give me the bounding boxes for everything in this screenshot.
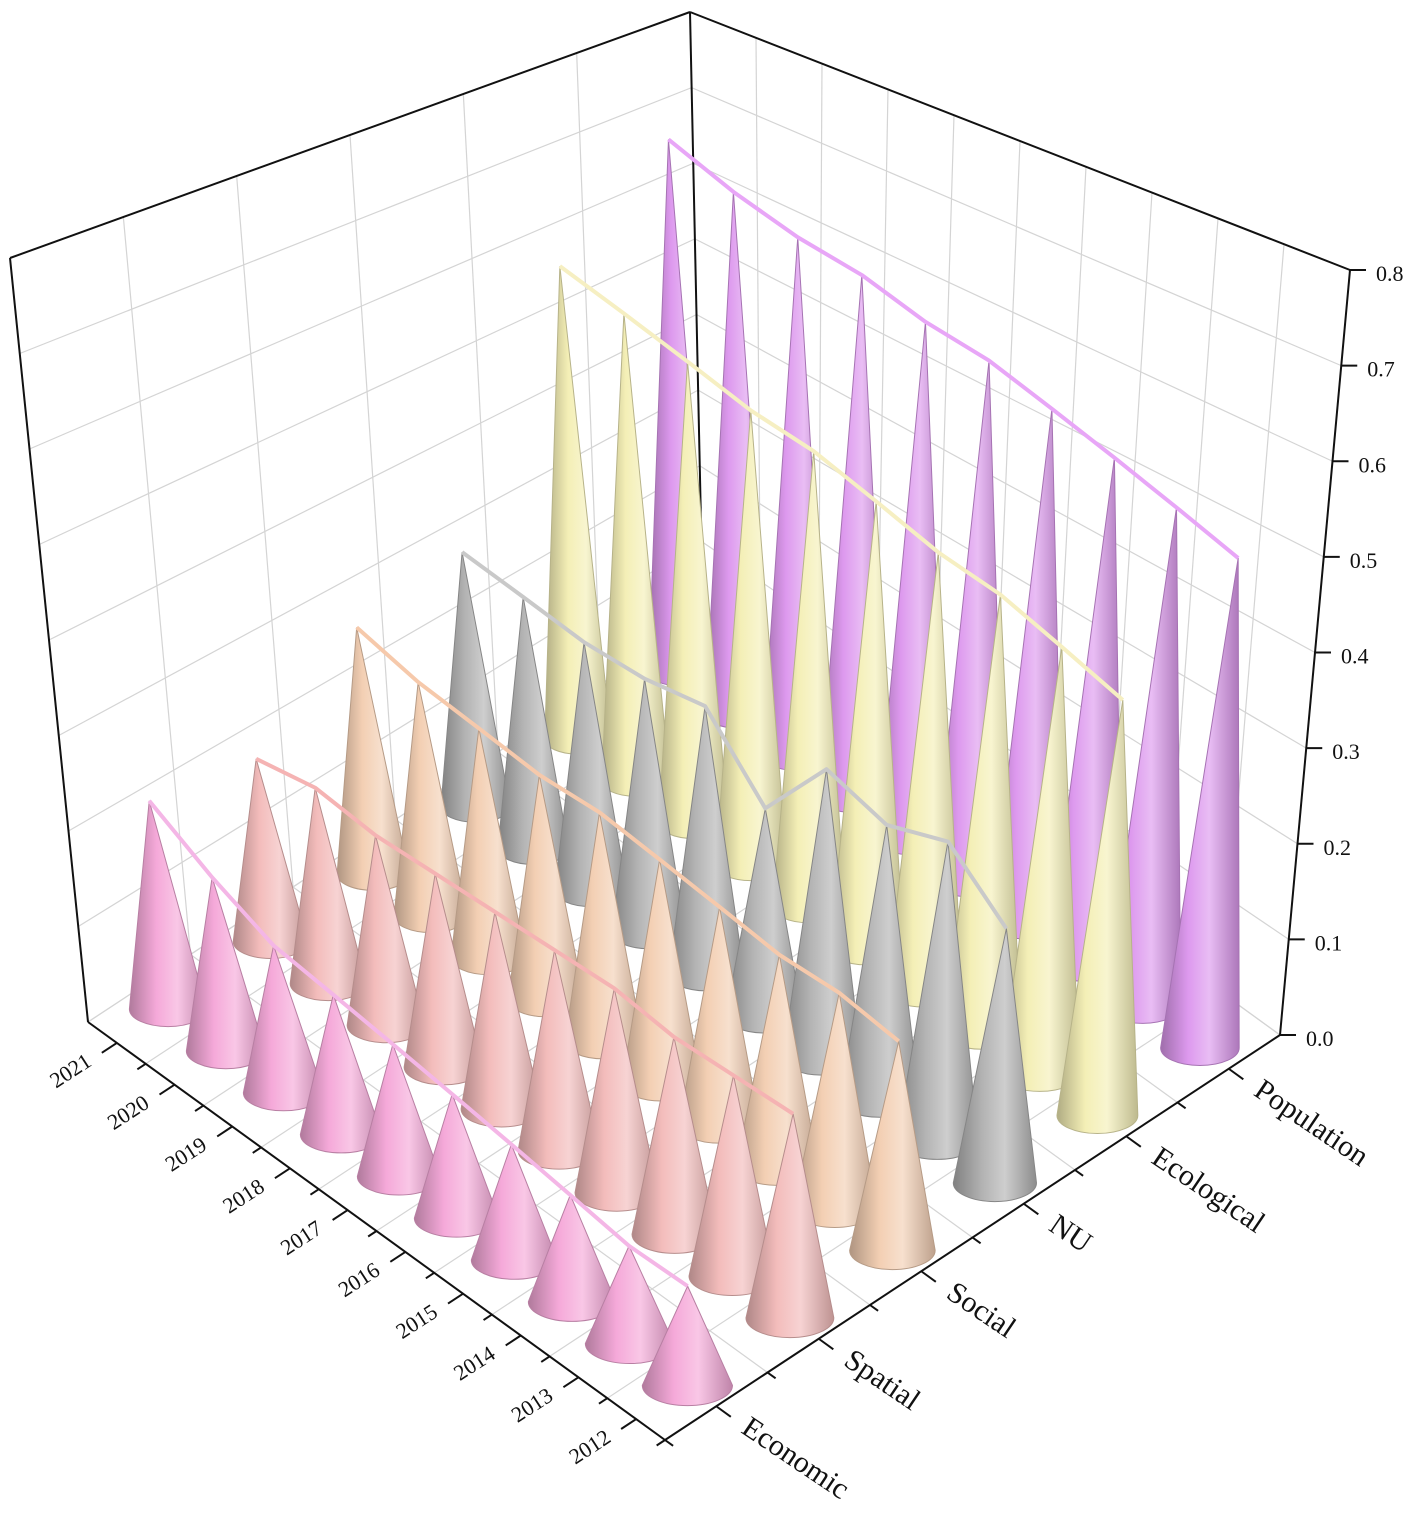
x-minor-tick [656,1439,666,1447]
series-tick [1023,1202,1039,1216]
x-tick-label: 2013 [507,1382,558,1427]
x-minor-tick [425,1271,435,1280]
series-tick [1125,1135,1142,1148]
box-edge [9,11,691,259]
grid-line [58,389,699,737]
z-tick-label: 0.0 [1306,1026,1334,1051]
z-tick-label: 0.7 [1367,357,1395,382]
z-tick-label: 0.4 [1341,644,1369,669]
x-tick [332,1209,349,1221]
x-minor-tick [367,1230,378,1238]
series-minor-tick [971,1236,982,1245]
x-tick-label: 2012 [564,1424,615,1469]
x-tick [620,1418,637,1430]
cone [952,928,1037,1202]
cone [1160,557,1240,1066]
z-tick-label: 0.1 [1315,930,1343,955]
x-tick-label: 2017 [276,1215,327,1260]
x-minor-tick [136,1062,147,1071]
x-tick [101,1042,118,1054]
cone [745,1113,835,1339]
z-tick-label: 0.5 [1350,548,1378,573]
series-label: Ecological [1146,1140,1271,1239]
x-minor-tick [252,1146,262,1154]
series-label: Population [1249,1073,1375,1173]
cone [641,1284,733,1407]
x-tick [274,1167,291,1180]
x-minor-tick [482,1313,493,1321]
x-tick-label: 2019 [160,1132,211,1177]
cone [849,1041,936,1271]
grid-line [38,238,696,546]
cone [1056,699,1139,1134]
box-edge [689,11,1351,271]
x-tick-label: 2014 [449,1341,500,1386]
series-line [460,550,1009,930]
box-edge [9,257,89,1023]
series-line [667,137,1240,560]
x-tick-label: 2021 [45,1048,96,1093]
series-tick [1228,1067,1244,1081]
z-tick-label: 0.8 [1376,261,1404,286]
x-minor-tick [309,1188,320,1196]
x-tick-label: 2016 [334,1257,385,1302]
x-tick [389,1251,406,1263]
series-tick [715,1405,732,1418]
x-tick-label: 2015 [391,1299,442,1344]
series-tick [818,1337,834,1351]
series-line [355,625,900,1043]
series-minor-tick [1176,1101,1187,1110]
grid-line [19,87,692,355]
x-minor-tick [540,1355,551,1363]
series-label: NU [1044,1208,1099,1260]
series-tick [920,1270,937,1283]
grid-line [77,540,702,928]
grid-line [692,162,1333,462]
z-tick-label: 0.6 [1359,452,1387,477]
x-tick [216,1125,233,1138]
x-tick [158,1083,176,1096]
series-minor-tick [664,1439,674,1447]
x-minor-tick [194,1104,204,1112]
grid-line [691,87,1342,367]
grid-line [29,162,694,450]
x-tick [505,1334,522,1347]
series-minor-tick [1074,1169,1084,1177]
x-tick-label: 2020 [103,1090,154,1135]
grid-line [68,465,701,832]
x-minor-tick [598,1397,608,1405]
series-minor-tick [869,1304,879,1312]
series-line [558,264,1125,702]
right-wall [690,12,1350,1035]
x-tick [447,1292,464,1305]
series-minor-tick [766,1371,777,1380]
series-line [147,799,689,1288]
x-tick [562,1376,580,1389]
z-tick-label: 0.3 [1332,739,1360,764]
series-line [255,757,795,1116]
grid-line [48,313,697,641]
x-tick-label: 2018 [218,1173,269,1218]
z-tick-label: 0.2 [1324,835,1352,860]
series-label: Spatial [839,1343,927,1417]
series-label: Social [941,1275,1022,1344]
left-wall [10,12,703,1022]
series-label: Economic [736,1410,855,1505]
